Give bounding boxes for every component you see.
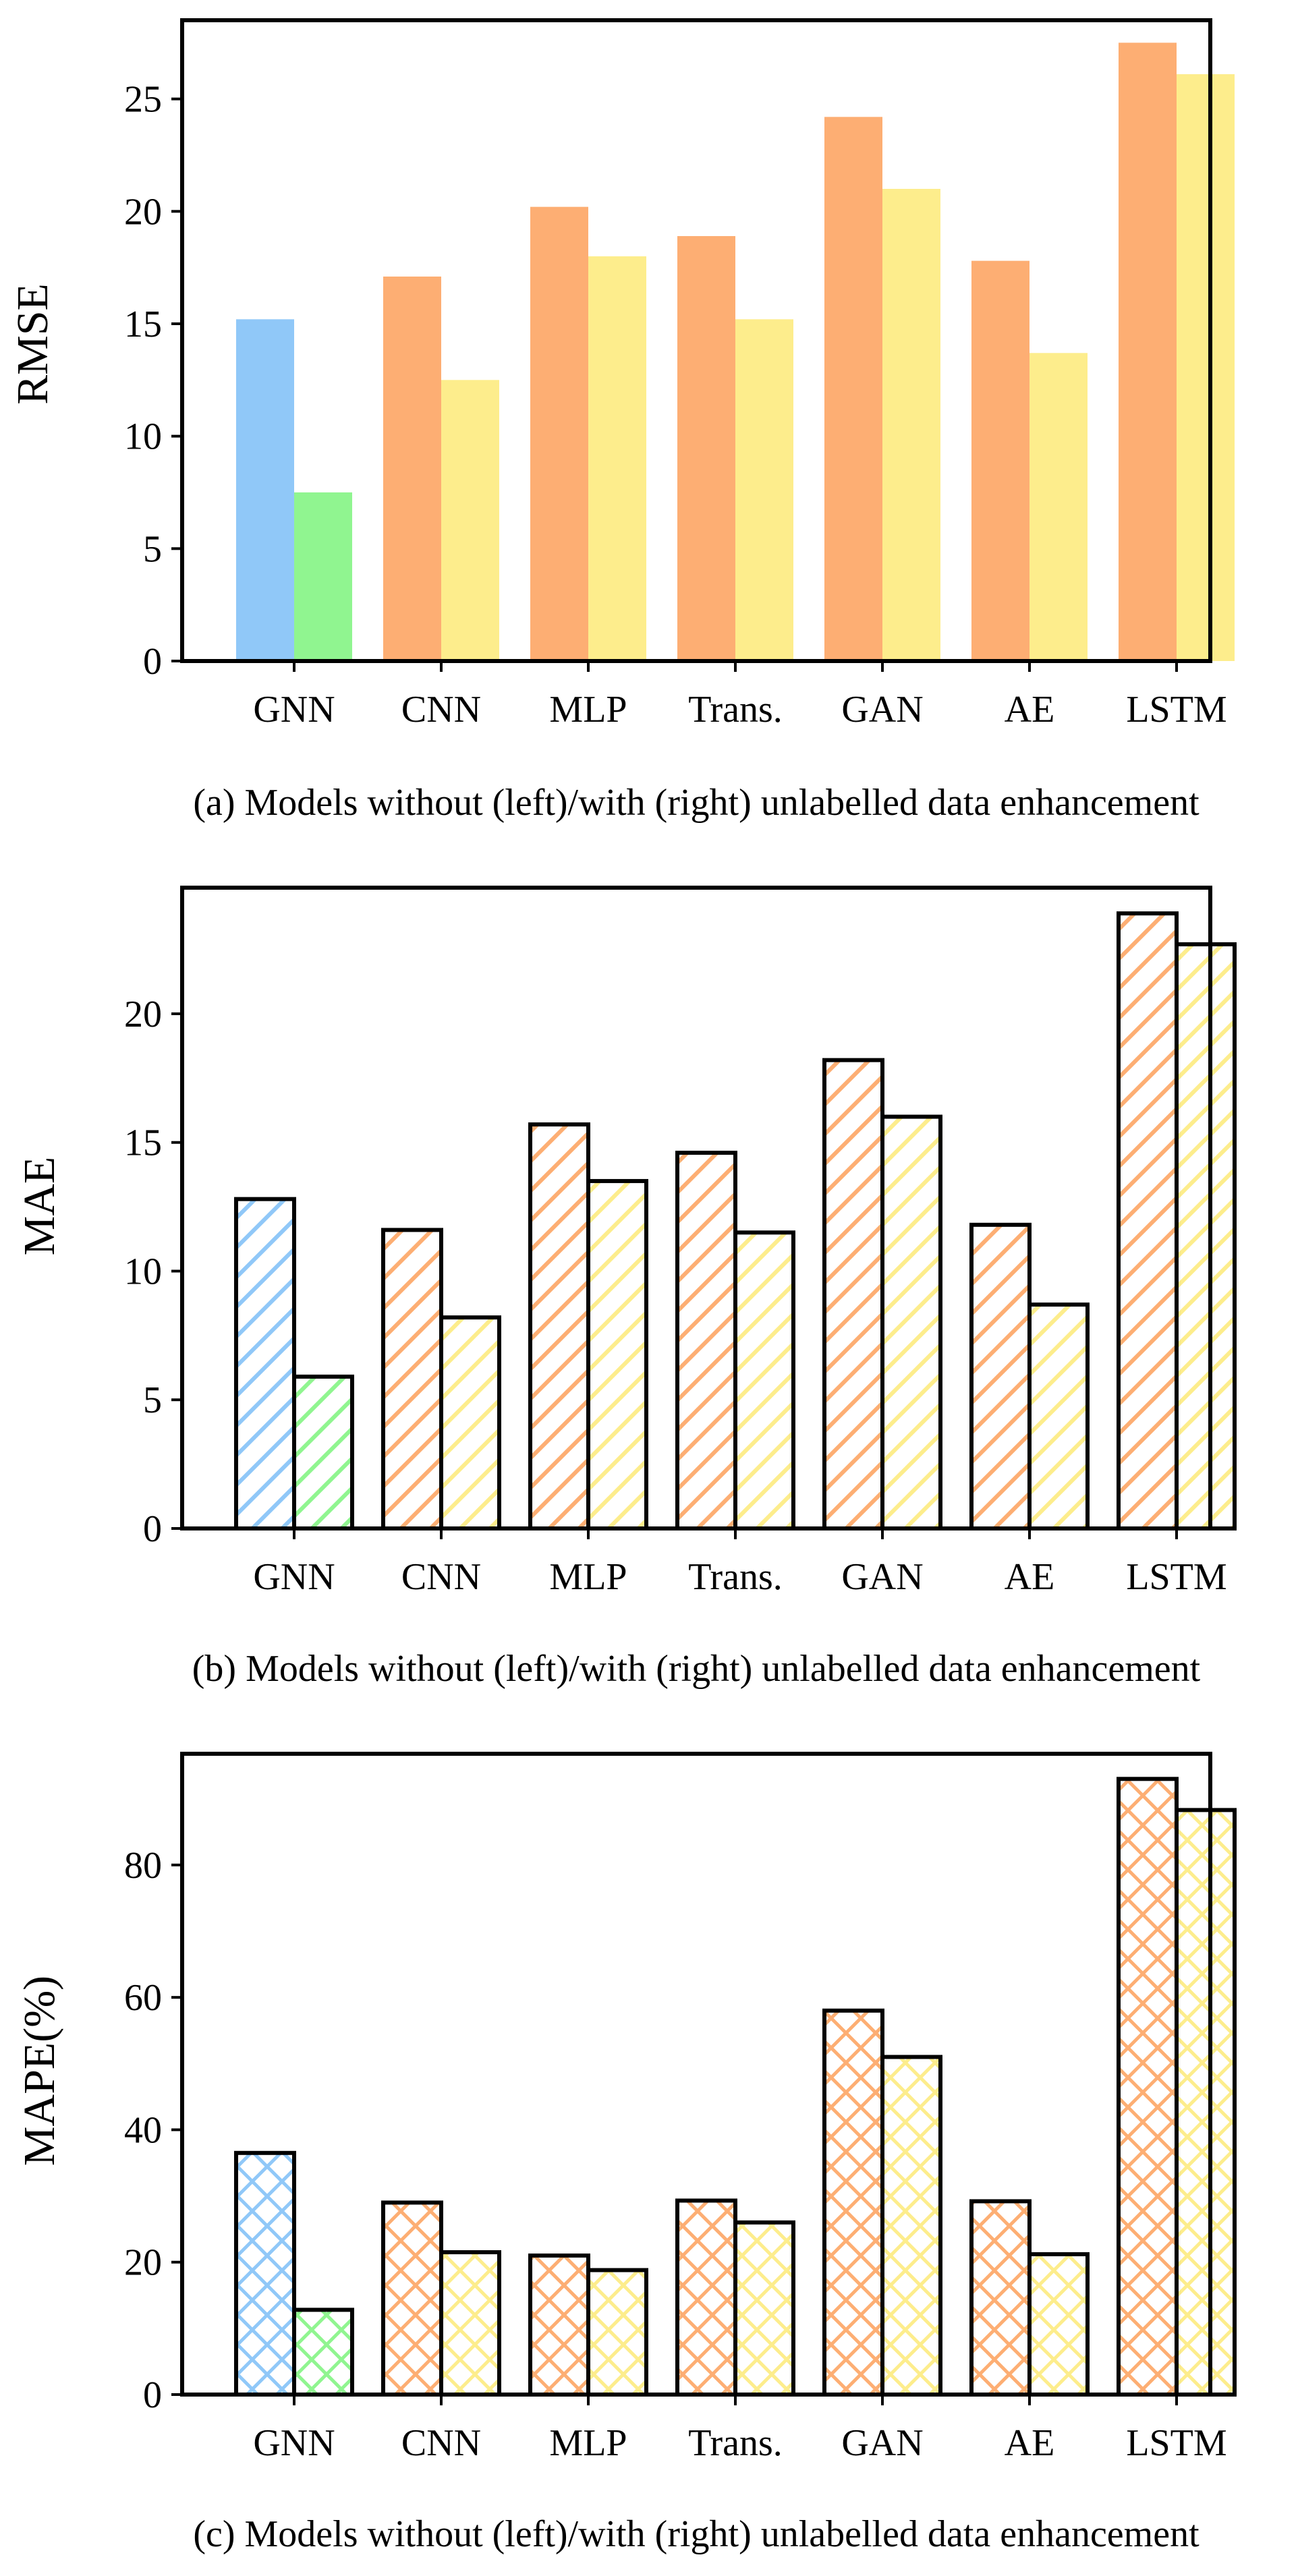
rmse-y-tick-label-0: 0 [143,641,162,683]
mape-y-tick-label-80: 80 [124,1845,162,1887]
rmse-x-tick-label-trans: Trans. [688,689,783,731]
mape-ticks: GNN CNN MLP Trans. GAN AE LSTM 0 20 40 60 80 [124,1845,1227,2464]
rmse-bar-mlp-without [530,206,588,662]
rmse-y-tick-label-15: 15 [124,304,162,345]
mae-x-tick-label-lstm: LSTM [1126,1556,1226,1598]
mape-bar-mlp-with [586,2268,648,2397]
mae-chart-panel: MAE GNN CNN MLP Trans. GAN AE LSTM 0 5 10 15 20 (b)… [15,886,1237,1690]
mape-chart-panel: MAPE(%) GNN CNN MLP Trans. GAN AE LSTM 0 20 40 60 8… [15,1752,1237,2555]
rmse-bar-trans-with [735,319,793,661]
rmse-bar-lstm-without [1119,42,1177,662]
rmse-y-axis-label: RMSE [8,283,57,405]
mape-bar-mlp-without [528,2253,590,2397]
mape-bar-gan-without [822,2008,884,2397]
mape-bar-lstm-without [1117,1777,1179,2397]
mae-x-tick-label-gnn: GNN [253,1556,335,1598]
mae-x-tick-label-mlp: MLP [549,1556,627,1598]
mape-x-tick-label-trans: Trans. [688,2422,783,2464]
rmse-x-tick-label-cnn: CNN [401,689,481,731]
rmse-bar-ae-with [1029,353,1088,661]
mape-bar-ae-without [969,2199,1032,2397]
mae-y-tick-label-15: 15 [124,1122,162,1164]
mape-plot-frame [180,1752,1212,2397]
rmse-bar-ae-without [971,260,1029,662]
mape-y-axis-label: MAPE(%) [15,1976,64,2166]
mape-bar-lstm-with [1175,1808,1237,2397]
mae-bar-mlp-without [528,1122,590,1530]
mape-caption: (c) Models without (left)/with (right) u… [193,2513,1200,2555]
mae-bar-ae-without [969,1222,1032,1530]
mape-x-tick-label-cnn: CNN [401,2422,481,2464]
rmse-x-tick-label-ae: AE [1005,689,1055,731]
mape-y-tick-label-60: 60 [124,1977,162,2019]
mae-bar-ae-with [1027,1303,1090,1530]
mae-bars [234,911,1237,1531]
mae-y-axis-label: MAE [15,1157,64,1256]
rmse-chart-panel: RMSE GNN CNN MLP Trans. GAN AE LSTM0510152025 … [8,18,1235,824]
rmse-y-tick-label-5: 5 [143,528,162,570]
mae-plot-frame [180,886,1212,1530]
rmse-bar-gan-without [824,117,882,662]
mape-x-tick-label-gnn: GNN [253,2422,335,2464]
mae-x-tick-label-trans: Trans. [688,1556,783,1598]
mape-x-tick-label-gan: GAN [841,2422,923,2464]
mae-bar-mlp-with [586,1178,648,1531]
mape-bar-cnn-without [381,2200,443,2397]
rmse-ticks: GNN CNN MLP Trans. GAN AE LSTM 0 5 10 15 20 25 [124,79,1227,731]
mape-bar-trans-without [675,2198,737,2397]
mape-bar-gnn-without [234,2150,296,2397]
mae-y-tick-label-0: 0 [143,1508,162,1550]
mape-y-tick-label-0: 0 [143,2374,162,2416]
mae-bar-gnn-with [292,1374,354,1531]
mae-ticks: GNN CNN MLP Trans. GAN AE LSTM 0 5 10 15 20 [124,994,1227,1598]
mape-y-tick-label-40: 40 [124,2109,162,2151]
rmse-bar-cnn-without [383,277,441,661]
rmse-caption: (a) Models without (left)/with (right) u… [193,782,1200,824]
mae-x-tick-label-cnn: CNN [401,1556,481,1598]
rmse-y-tick-label-20: 20 [124,191,162,233]
mape-x-tick-label-lstm: LSTM [1126,2422,1226,2464]
mape-x-tick-label-mlp: MLP [549,2422,627,2464]
mae-y-tick-label-10: 10 [124,1251,162,1292]
rmse-y-tick-label-25: 25 [124,79,162,121]
rmse-x-tick-label-gan: GAN [841,689,923,731]
mae-caption: (b) Models without (left)/with (right) u… [192,1648,1201,1690]
mae-x-tick-label-gan: GAN [841,1556,923,1598]
rmse-bar-trans-without [677,236,735,661]
mae-bar-cnn-with [439,1315,501,1530]
mape-x-tick-label-ae: AE [1005,2422,1055,2464]
rmse-x-tick-label-mlp: MLP [549,689,627,731]
mae-bar-gan-without [822,1058,884,1530]
mape-bar-ae-with [1027,2252,1090,2397]
mae-y-tick-label-5: 5 [143,1379,162,1421]
mape-bar-cnn-with [439,2250,501,2397]
rmse-plot-frame [180,18,1212,663]
mae-bar-trans-without [675,1150,737,1531]
rmse-y-tick-label-10: 10 [124,416,162,458]
mae-bar-gnn-without [234,1197,296,1531]
rmse-x-tick-label-lstm: LSTM [1126,689,1226,731]
mae-bar-gan-with [880,1114,942,1530]
rmse-bars [236,42,1235,662]
mape-bar-gnn-with [292,2308,354,2397]
mae-bar-trans-with [733,1230,795,1530]
mape-bars [234,1777,1237,2397]
rmse-bar-lstm-with [1177,74,1235,661]
rmse-bar-mlp-with [588,256,646,661]
mae-bar-cnn-without [381,1228,443,1530]
mape-bar-gan-with [880,2055,942,2397]
mae-y-tick-label-20: 20 [124,994,162,1035]
mape-bar-trans-with [733,2220,795,2397]
mape-y-tick-label-20: 20 [124,2242,162,2284]
mae-bar-lstm-without [1117,911,1179,1530]
rmse-bar-gan-with [882,189,940,661]
rmse-bar-gnn-without [236,319,294,661]
rmse-bar-gnn-with [294,492,352,661]
rmse-bar-cnn-with [441,380,499,661]
rmse-x-tick-label-gnn: GNN [253,689,335,731]
mae-bar-lstm-with [1175,942,1237,1531]
mae-x-tick-label-ae: AE [1005,1556,1055,1598]
